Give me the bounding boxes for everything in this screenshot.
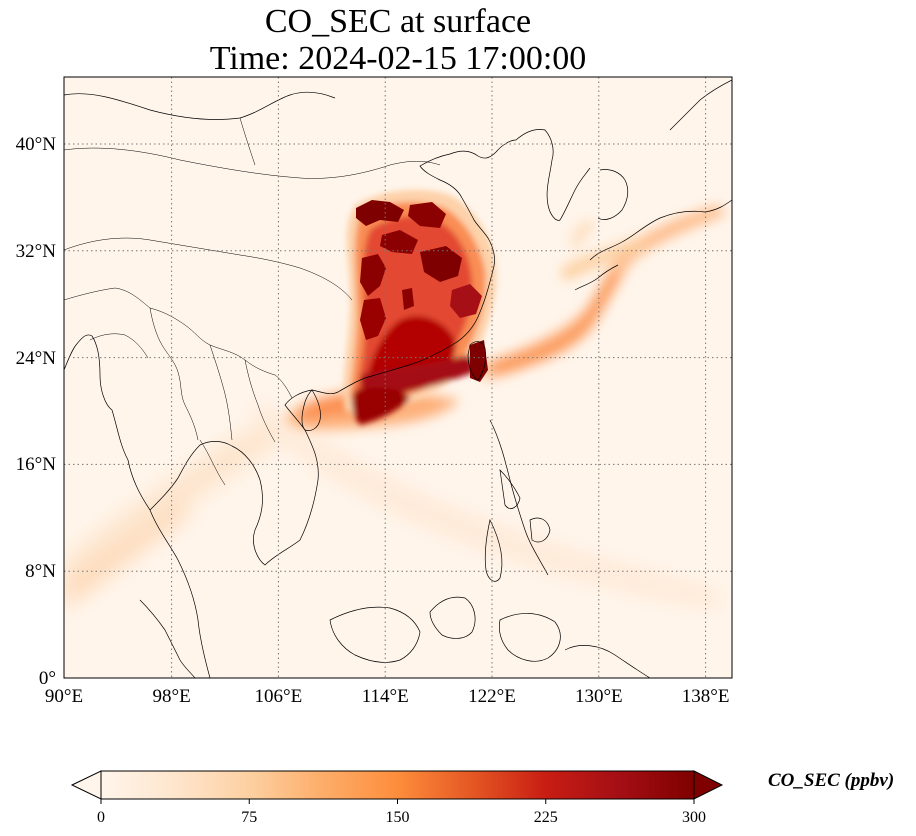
colorbar-extend-high	[693, 770, 724, 800]
colorbar-tick-label: 150	[386, 809, 410, 826]
x-tick-label: 122°E	[468, 686, 516, 707]
colorbar-gradient	[100, 770, 695, 800]
map-panel	[64, 77, 732, 678]
y-tick-label: 0°	[39, 668, 56, 689]
x-tick-label: 130°E	[575, 686, 623, 707]
y-tick-label: 16°N	[16, 454, 57, 475]
colorbar-tick-label: 0	[97, 809, 105, 826]
y-tick-label: 32°N	[16, 241, 57, 262]
x-tick-label: 138°E	[682, 686, 730, 707]
colorbar-ticks	[100, 799, 695, 804]
y-tick-label: 24°N	[16, 348, 57, 369]
map-time: Time: 2024-02-15 17:00:00	[209, 40, 587, 77]
y-axis-labels: 0° 8°N 16°N 24°N 32°N 40°N	[16, 134, 57, 689]
colorbar-tick-label: 225	[534, 809, 558, 826]
x-tick-label: 98°E	[152, 686, 190, 707]
colorbar-tick-label: 75	[241, 809, 257, 826]
colorbar-title: CO_SEC (ppbv)	[768, 770, 895, 791]
x-tick-label: 106°E	[255, 686, 303, 707]
colorbar-tick-label: 300	[682, 809, 706, 826]
gridlines	[64, 77, 732, 678]
colorbar-extend-low	[70, 770, 102, 800]
y-tick-label: 8°N	[25, 561, 56, 582]
map-title: CO_SEC at surface	[264, 3, 532, 40]
colorbar: 0 75 150 225 300	[70, 770, 724, 826]
x-tick-label: 114°E	[362, 686, 409, 707]
x-tick-label: 90°E	[45, 686, 83, 707]
plume-southwest	[64, 400, 720, 610]
y-tick-label: 40°N	[16, 134, 57, 155]
borders	[64, 117, 441, 486]
map-frame	[63, 76, 733, 679]
x-axis-labels: 90°E 98°E 106°E 114°E 122°E 130°E 138°E	[45, 686, 730, 707]
coastlines	[64, 79, 732, 678]
plume-hotspots	[356, 200, 488, 382]
plume-east	[480, 205, 725, 380]
